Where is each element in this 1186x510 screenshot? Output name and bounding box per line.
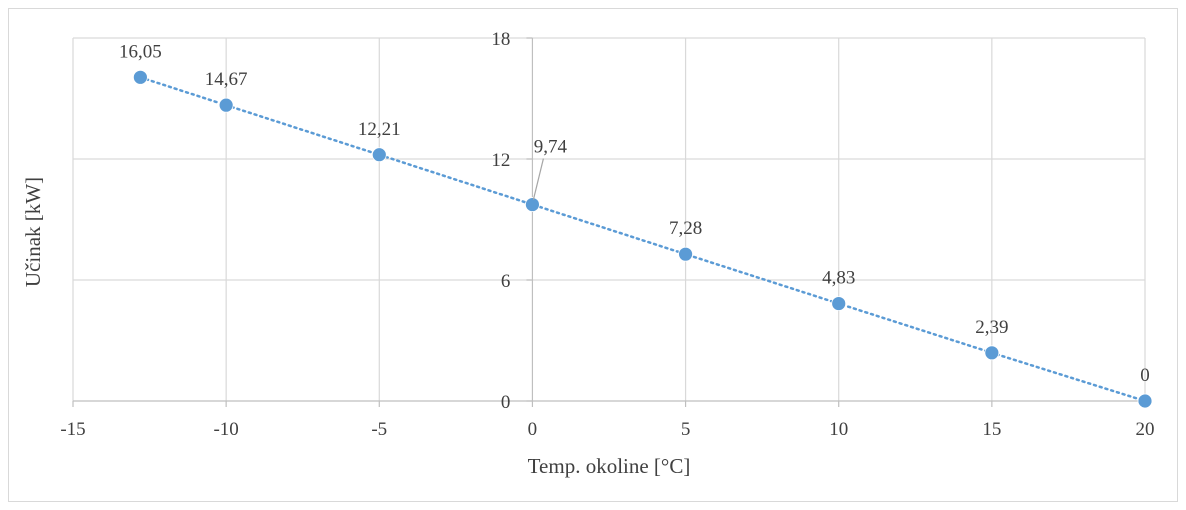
data-label: 14,67 xyxy=(205,69,248,90)
data-point xyxy=(831,296,847,311)
x-tick-label: 10 xyxy=(829,419,848,440)
data-label: 7,28 xyxy=(669,218,702,239)
data-label: 16,05 xyxy=(119,41,162,62)
data-point xyxy=(984,345,1000,361)
x-tick-label: 0 xyxy=(528,419,538,440)
data-label: 12,21 xyxy=(358,119,401,140)
axis-layer: -15 -10 -5 0 5 10 15 20 0 6 12 18 xyxy=(60,29,1154,440)
x-tick-label: -15 xyxy=(60,419,85,440)
series-layer xyxy=(132,69,1153,409)
chart-frame xyxy=(8,8,1178,502)
y-tick-label: 18 xyxy=(491,29,510,50)
grid-layer xyxy=(72,37,1146,401)
y-tick-label: 6 xyxy=(501,271,511,292)
data-point xyxy=(371,147,387,163)
data-label-leader xyxy=(532,158,545,200)
y-axis-title: Učinak [kW] xyxy=(21,177,45,287)
data-point xyxy=(525,197,540,212)
data-point xyxy=(218,97,234,113)
x-tick-label: 5 xyxy=(681,419,691,440)
x-tick-label: -5 xyxy=(371,419,387,440)
data-label: 2,39 xyxy=(975,317,1008,338)
x-axis-title: Temp. okoline [°C] xyxy=(528,454,691,478)
series-trend-line xyxy=(139,76,1147,403)
x-tick-label: 15 xyxy=(982,419,1001,440)
x-tick-label: -10 xyxy=(213,419,238,440)
y-tick-label: 0 xyxy=(501,392,511,413)
data-label: 0 xyxy=(1140,365,1150,386)
data-point xyxy=(1137,393,1153,409)
data-point xyxy=(678,246,693,262)
data-label: 9,74 xyxy=(534,137,568,158)
data-point xyxy=(132,69,148,85)
x-tick-label: 20 xyxy=(1136,419,1155,440)
data-label: 4,83 xyxy=(822,268,855,289)
y-tick-label: 12 xyxy=(491,150,510,171)
label-layer: 16,05 14,67 12,21 9,74 7,28 4,83 2,39 0 xyxy=(119,41,1150,386)
